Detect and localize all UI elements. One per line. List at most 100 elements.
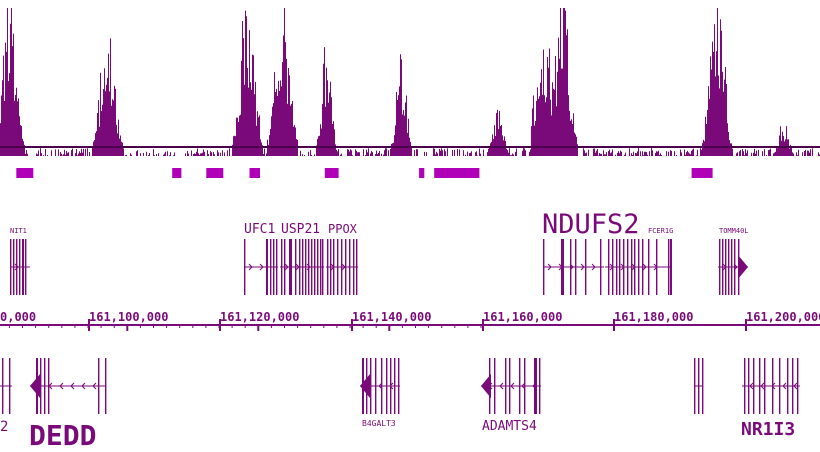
gene-exon [748, 358, 750, 414]
gene-exon [270, 239, 272, 295]
gene-exon [505, 358, 507, 414]
gene-exon [22, 239, 24, 295]
gene-track-top: NIT1 UFC1 USP21 PPOX NDUFS2 FCER1G TOMM4… [10, 209, 749, 295]
gene-exon [642, 239, 644, 295]
gene-exon [16, 239, 18, 295]
gene-exon [575, 239, 577, 295]
gene-exon [317, 239, 319, 295]
gene-exon [702, 358, 704, 414]
peak-region-5 [324, 168, 339, 178]
gene-exon [648, 239, 650, 295]
gene-exon [295, 239, 297, 295]
gene-track-bottom: 2 DEDD B4GALT3 ADAMTS4 NR1I3 [0, 358, 800, 452]
gene-exon [40, 358, 42, 414]
gene-exon [370, 358, 372, 414]
gene-exon [797, 358, 799, 414]
gene-exon [534, 358, 537, 414]
signal-bars [0, 8, 820, 156]
gene-tss-arrow [30, 374, 40, 398]
gene-strand-chevron [722, 263, 727, 271]
gene-strand-chevron [642, 263, 647, 271]
gene-strand-chevron [48, 382, 53, 390]
gene-exon [731, 239, 733, 295]
gene-exon [694, 358, 696, 414]
gene-exon [394, 358, 396, 414]
gene-exon [744, 358, 746, 414]
peak-region-6 [419, 168, 425, 178]
gene-models-bottom [0, 358, 800, 414]
gene-exon [608, 239, 610, 295]
gene-strand-chevron [569, 263, 574, 271]
gene-exon [308, 239, 310, 295]
gene-exon [764, 358, 766, 414]
coordinate-ruler: 0,000 161,100,000 161,120,000 161,140,00… [0, 310, 820, 331]
gene-label-usp21: USP21 [281, 222, 320, 237]
gene-exon [759, 358, 761, 414]
gene-strand-chevron [631, 263, 636, 271]
gene-strand-chevron [259, 263, 264, 271]
gene-exon [244, 239, 246, 295]
gene-exon [543, 239, 545, 295]
gene-strand-chevron [295, 263, 300, 271]
gene-exon [266, 239, 268, 295]
gene-exon [787, 358, 789, 414]
gene-strand-chevron [760, 382, 765, 390]
gene-label-2: 2 [0, 419, 8, 435]
gene-strand-chevron [620, 263, 625, 271]
gene-tss-arrow [481, 374, 491, 398]
gene-exon [273, 239, 275, 295]
gene-exon [349, 239, 351, 295]
gene-exon [734, 239, 736, 295]
ruler-label-3: 161,140,000 [352, 310, 431, 324]
gene-model-nr1i3 [742, 358, 800, 414]
peak-region-7 [434, 168, 480, 178]
gene-strand-chevron [70, 382, 75, 390]
gene-exon [311, 239, 313, 295]
signal-track [0, 0, 820, 160]
gene-strand-chevron [284, 263, 289, 271]
gene-label-ufc1: UFC1 [244, 222, 275, 237]
gene-model-usp21 [280, 239, 324, 295]
gene-exon [585, 239, 587, 295]
ruler-label-0: 0,000 [0, 310, 36, 324]
gene-models-top [10, 239, 748, 295]
gene-strand-chevron [499, 382, 504, 390]
gene-exon [281, 239, 283, 295]
gene-exon [305, 239, 307, 295]
gene-strand-chevron [341, 263, 346, 271]
gene-exon [631, 239, 633, 295]
gene-label-ndufs2: NDUFS2 [542, 209, 640, 240]
gene-strand-chevron [749, 382, 754, 390]
gene-strand-chevron [793, 382, 798, 390]
gene-model-left-edge [0, 358, 12, 414]
gene-model-b4galt3 [360, 358, 400, 414]
gene-exon [289, 239, 292, 295]
gene-exon [616, 239, 618, 295]
gene-exon [668, 239, 670, 295]
peak-region-4 [249, 168, 260, 178]
gene-exon [322, 239, 324, 295]
gene-exon [356, 239, 358, 295]
gene-strand-chevron [510, 382, 515, 390]
gene-exon [284, 239, 286, 295]
gene-exon [386, 358, 388, 414]
gene-label-tomm40l: TOMM40L [719, 227, 749, 235]
gene-exon [9, 358, 11, 414]
peak-region-3 [206, 168, 224, 178]
gene-tss-arrow [738, 255, 748, 279]
gene-model-nit1 [10, 239, 30, 295]
gene-strand-chevron [558, 263, 563, 271]
gene-exon [753, 358, 755, 414]
peak-region-2 [172, 168, 182, 178]
gene-exon [524, 358, 526, 414]
gene-exon [627, 239, 629, 295]
gene-exon [638, 239, 640, 295]
gene-strand-chevron [306, 263, 311, 271]
gene-exon [25, 239, 27, 295]
signal-track-background [0, 0, 820, 160]
gene-exon [98, 358, 100, 414]
ruler-label-6: 161,200,000 [746, 310, 820, 324]
peak-region-8 [691, 168, 713, 178]
gene-strand-chevron [378, 382, 383, 390]
gene-strand-chevron [81, 382, 86, 390]
